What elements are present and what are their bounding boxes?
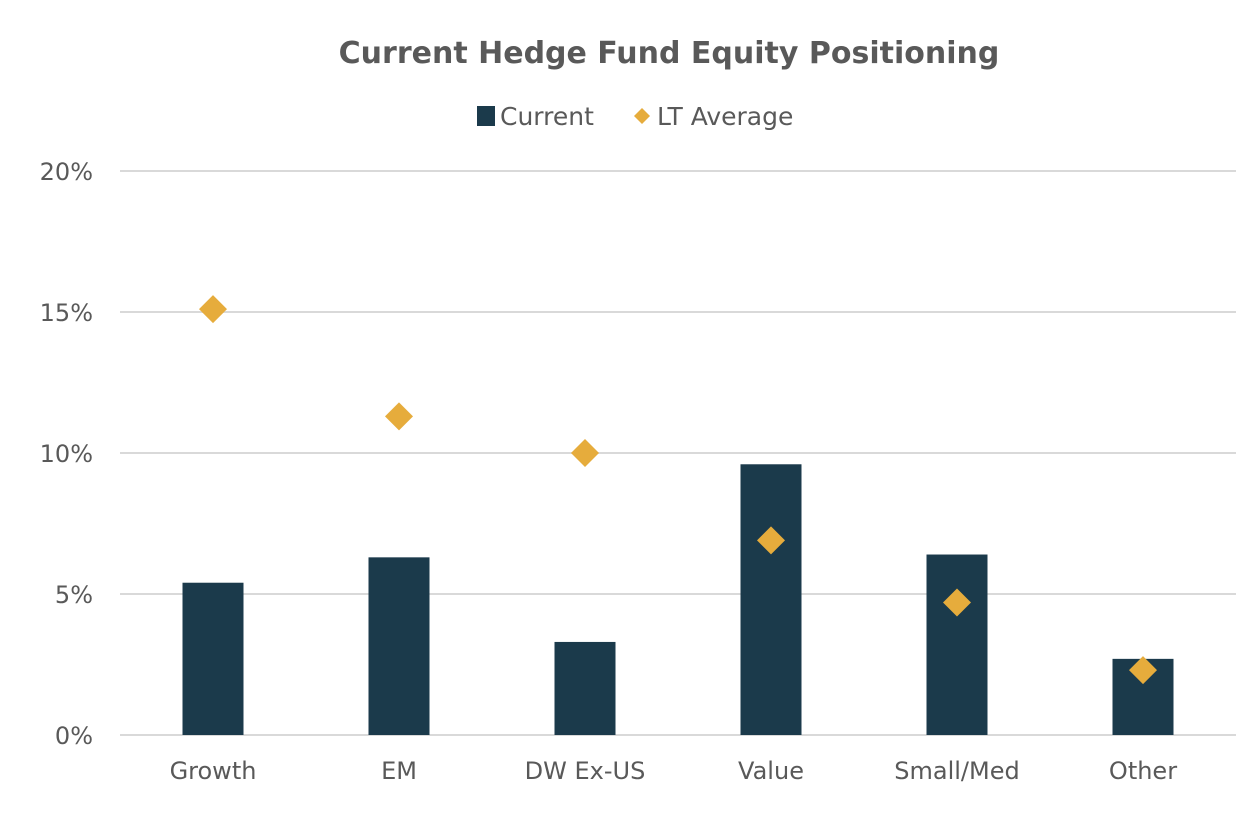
marker-lt-average-growth	[199, 295, 227, 324]
bars-current	[182, 464, 1174, 735]
x-tick-label: Value	[738, 757, 804, 785]
x-tick-label: DW Ex-US	[525, 757, 646, 785]
legend-swatch-current	[477, 106, 495, 126]
marker-lt-average-em	[385, 402, 413, 431]
x-tick-label: Growth	[170, 757, 257, 785]
gridlines	[120, 170, 1236, 736]
bar-current-value	[740, 464, 802, 735]
x-tick-label: Small/Med	[894, 757, 1019, 785]
y-axis-tick-labels: 0% 5% 10% 15% 20%	[40, 158, 93, 750]
legend-label-current: Current	[500, 102, 594, 131]
bar-current-growth	[182, 582, 244, 735]
legend-item-lt-average: LT Average	[634, 102, 793, 131]
legend-item-current: Current	[477, 102, 594, 131]
chart-title: Current Hedge Fund Equity Positioning	[339, 36, 1000, 71]
marker-lt-average-value	[757, 526, 785, 555]
y-tick-label: 20%	[40, 158, 93, 186]
bar-current-dw-ex-us	[554, 641, 616, 735]
y-tick-label: 10%	[40, 440, 93, 468]
x-tick-label: EM	[381, 757, 417, 785]
x-axis-tick-labels: Growth EM DW Ex-US Value Small/Med Other	[170, 757, 1178, 785]
markers-lt-average	[199, 295, 1157, 685]
y-tick-label: 5%	[55, 581, 93, 609]
y-tick-label: 15%	[40, 299, 93, 327]
bar-current-small-med	[926, 554, 988, 735]
legend: Current LT Average	[477, 102, 793, 131]
marker-lt-average-other	[1129, 656, 1157, 685]
legend-swatch-lt-average	[634, 108, 650, 124]
legend-label-lt-average: LT Average	[657, 102, 793, 131]
marker-lt-average-dw-ex-us	[571, 439, 599, 467]
y-tick-label: 0%	[55, 722, 93, 750]
bar-current-em	[368, 557, 430, 735]
x-tick-label: Other	[1109, 757, 1177, 785]
marker-lt-average-small-med	[943, 588, 971, 617]
